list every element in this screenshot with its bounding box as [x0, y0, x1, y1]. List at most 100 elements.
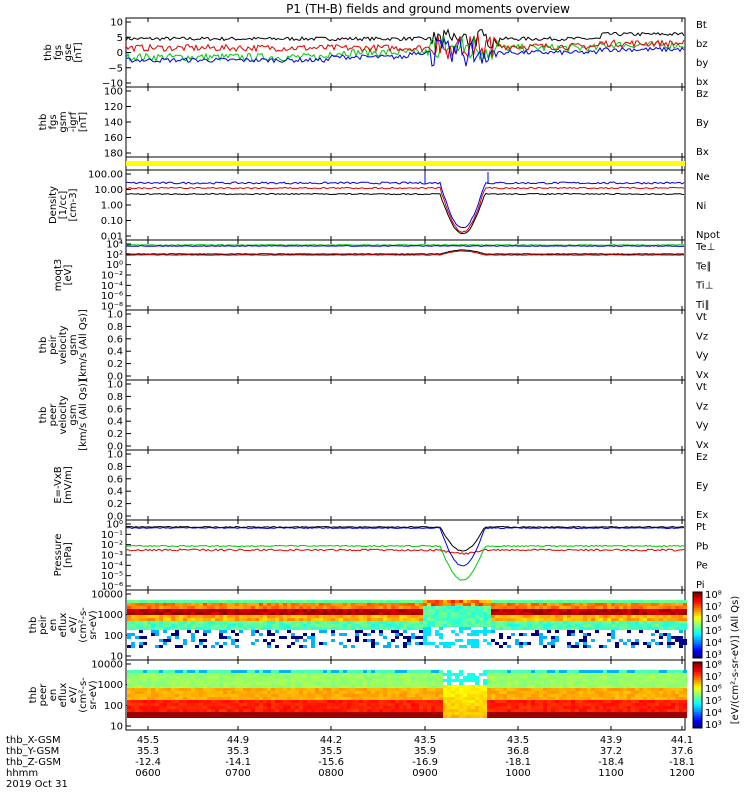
spectrogram-cell [535, 630, 539, 633]
spectrogram-cell [371, 609, 375, 612]
spectrogram-cell [623, 615, 627, 618]
spectrogram-cell [255, 639, 259, 642]
y-axis-label: eflux [58, 683, 69, 708]
spectrogram-cell [163, 603, 167, 606]
spectrogram-cell [435, 715, 439, 718]
spectrogram-cell [659, 682, 663, 685]
spectrogram-cell [535, 694, 539, 697]
spectrogram-cell [411, 603, 415, 606]
spectrogram-cell [379, 624, 383, 627]
spectrogram-cell [391, 691, 395, 694]
spectrogram-cell [619, 624, 623, 627]
spectrogram-cell [275, 706, 279, 709]
spectrogram-cell [467, 627, 471, 630]
spectrogram-cell [175, 700, 179, 703]
spectrogram-cell [575, 694, 579, 697]
spectrogram-cell [343, 706, 347, 709]
spectrogram-cell [531, 694, 535, 697]
spectrogram-cell [299, 618, 303, 621]
spectrogram-cell [579, 624, 583, 627]
spectrogram-cell [131, 670, 135, 673]
spectrogram-cell [663, 700, 667, 703]
spectrogram-cell [359, 624, 363, 627]
spectrogram-cell [675, 600, 679, 603]
spectrogram-cell [471, 703, 475, 706]
spectrogram-cell [523, 685, 527, 688]
spectrogram-cell [555, 636, 559, 639]
spectrogram-cell [215, 685, 219, 688]
legend-entry: Bz [696, 89, 708, 100]
spectrogram-cell [215, 609, 219, 612]
spectrogram-cell [227, 682, 231, 685]
spectrogram-cell [183, 615, 187, 618]
spectrogram-cell [571, 706, 575, 709]
spectrogram-cell [259, 676, 263, 679]
spectrogram-cell [495, 612, 499, 615]
spectrogram-cell [555, 615, 559, 618]
spectrogram-cell [175, 600, 179, 603]
spectrogram-cell [563, 685, 567, 688]
spectrogram-cell [511, 685, 515, 688]
spectrogram-cell [175, 715, 179, 718]
spectrogram-cell [211, 624, 215, 627]
spectrogram-cell [411, 627, 415, 630]
spectrogram-cell [303, 606, 307, 609]
spectrogram-cell [315, 600, 319, 603]
spectrogram-cell [491, 691, 495, 694]
spectrogram-cell [303, 670, 307, 673]
spectrogram-cell [459, 645, 463, 648]
spectrogram-cell [435, 700, 439, 703]
spectrogram-cell [631, 688, 635, 691]
spectrogram-cell [567, 645, 571, 648]
spectrogram-cell [403, 709, 407, 712]
spectrogram-cell [243, 673, 247, 676]
spectrogram-cell [191, 712, 195, 715]
spectrogram-cell [667, 621, 671, 624]
spectrogram-cell [443, 691, 447, 694]
spectrogram-cell [539, 670, 543, 673]
spectrogram-cell [471, 612, 475, 615]
spectrogram-cell [383, 703, 387, 706]
spectrogram-cell [519, 712, 523, 715]
spectrogram-cell [339, 673, 343, 676]
spectrogram-cell [175, 609, 179, 612]
spectrogram-cell [507, 600, 511, 603]
spectrogram-cell [639, 612, 643, 615]
spectrogram-cell [615, 670, 619, 673]
spectrogram-cell [515, 700, 519, 703]
spectrogram-cell [159, 703, 163, 706]
spectrogram-cell [323, 606, 327, 609]
spectrogram-cell [175, 633, 179, 636]
spectrogram-cell [671, 642, 675, 645]
spectrogram-cell [435, 645, 439, 648]
spectrogram-cell [483, 618, 487, 621]
spectrogram-cell [655, 606, 659, 609]
spectrogram-cell [555, 712, 559, 715]
spectrogram-cell [447, 673, 451, 676]
ytick-label: 10⁻⁴ [101, 281, 123, 292]
spectrogram-cell [631, 712, 635, 715]
spectrogram-cell [627, 679, 631, 682]
spectrogram-cell [503, 609, 507, 612]
spectrogram-cell [371, 679, 375, 682]
spectrogram-cell [327, 624, 331, 627]
spectrogram-cell [331, 615, 335, 618]
spectrogram-cell [291, 691, 295, 694]
spectrogram-cell [251, 624, 255, 627]
spectrogram-cell [183, 712, 187, 715]
spectrogram-cell [467, 603, 471, 606]
spectrogram-cell [319, 694, 323, 697]
spectrogram-cell [623, 703, 627, 706]
spectrogram-cell [543, 618, 547, 621]
spectrogram-cell [415, 715, 419, 718]
spectrogram-cell [207, 621, 211, 624]
spectrogram-cell [311, 618, 315, 621]
ytick-label: 10 [110, 18, 123, 29]
spectrogram-cell [547, 688, 551, 691]
y-axis-label: peir [48, 334, 59, 354]
spectrogram-cell [483, 679, 487, 682]
spectrogram-cell [467, 706, 471, 709]
spectrogram-cell [179, 673, 183, 676]
spectrogram-cell [231, 682, 235, 685]
spectrogram-cell [367, 621, 371, 624]
